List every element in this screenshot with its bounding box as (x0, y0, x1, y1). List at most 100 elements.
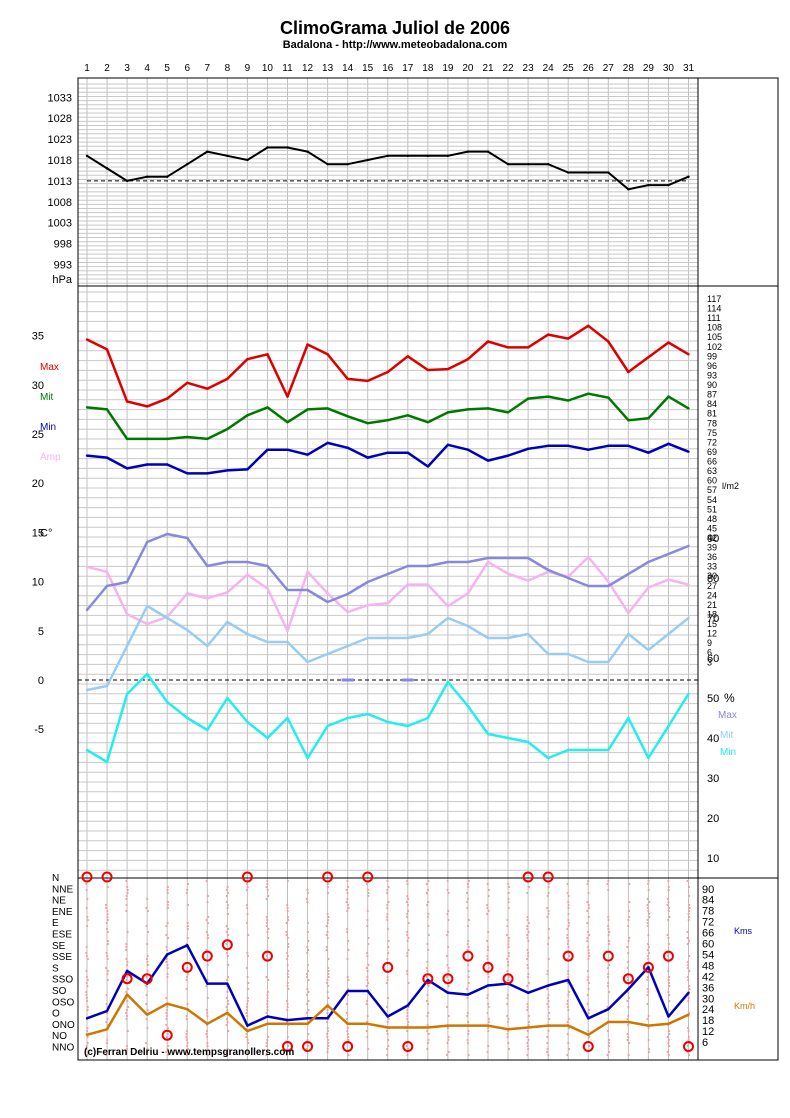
direction-dot (667, 909, 670, 913)
wind-point-wind_kmh (526, 1026, 530, 1029)
direction-dot (186, 921, 189, 925)
direction-dot (626, 966, 629, 970)
direction-dot (567, 954, 571, 958)
direction-label: NO (52, 1031, 67, 1042)
direction-dot (226, 954, 229, 958)
direction-dot (486, 903, 489, 907)
direction-dot (486, 1050, 489, 1054)
direction-dot (627, 918, 630, 922)
direction-dot (85, 882, 88, 886)
direction-dot (587, 1008, 591, 1012)
pressure-point (406, 154, 409, 158)
direction-dot (286, 954, 289, 958)
dominant-direction-marker (141, 973, 153, 985)
humidity-point-hum_mit (466, 624, 470, 628)
direction-dot (446, 975, 449, 979)
direction-dot (326, 1008, 329, 1012)
pressure-point (306, 150, 309, 153)
direction-dot (687, 1038, 690, 1042)
humidity-point-hum_max (246, 560, 249, 564)
direction-dot (105, 951, 108, 955)
direction-dot (547, 927, 550, 931)
direction-dot (507, 951, 511, 955)
direction-dot (446, 930, 450, 934)
wind-point-wind_kms (627, 987, 630, 991)
direction-dot (346, 1026, 349, 1030)
dominant-direction-marker (582, 1041, 594, 1052)
rain-tick: 9 (707, 638, 712, 648)
direction-dot (607, 927, 610, 931)
direction-dot (305, 1002, 309, 1006)
direction-dot (226, 1008, 229, 1012)
direction-dot (607, 918, 610, 922)
temp-point-mit (286, 420, 289, 424)
direction-dot (566, 891, 569, 895)
direction-dot (245, 966, 249, 970)
direction-dot (126, 930, 129, 934)
direction-dot (627, 978, 630, 982)
direction-dot (587, 879, 590, 883)
direction-dot (247, 981, 250, 985)
temp-point-min (627, 444, 630, 448)
direction-dot (326, 1035, 329, 1039)
direction-dot (307, 990, 310, 994)
direction-dot (267, 936, 270, 940)
temp-point-min (145, 463, 149, 466)
temp-point-max (246, 358, 249, 361)
day-label: 29 (643, 63, 655, 74)
direction-dot (446, 963, 449, 967)
humidity-point-hum_max (466, 560, 470, 564)
direction-dot (647, 912, 651, 916)
direction-dot (146, 1026, 149, 1030)
direction-dot (526, 1053, 529, 1057)
direction-dot (485, 912, 489, 916)
direction-dot (286, 984, 289, 988)
humidity-point-hum_max (85, 608, 89, 612)
direction-dot (688, 939, 691, 943)
direction-dot (185, 1053, 188, 1057)
direction-dot (186, 972, 189, 976)
direction-dot (166, 1026, 169, 1030)
direction-dot (345, 900, 348, 904)
wind-point-wind_kmh (85, 1033, 89, 1036)
humidity-point-hum_max (206, 564, 209, 568)
direction-dot (587, 891, 590, 895)
direction-dot (185, 987, 188, 991)
humidity-point-hum_max (587, 584, 590, 588)
direction-dot (405, 969, 409, 973)
wind-point-wind_kmh (607, 1020, 610, 1024)
direction-dot (687, 885, 691, 889)
temp-point-mit (647, 417, 650, 420)
direction-dot (326, 1050, 329, 1054)
rain-tick: 54 (707, 495, 717, 505)
temp-point-max (286, 395, 289, 398)
direction-dot (546, 1041, 549, 1045)
direction-dot (185, 978, 188, 982)
humidity-point-hum_min (286, 716, 289, 720)
direction-dot (507, 975, 510, 979)
direction-dot (486, 1002, 490, 1006)
humidity-point-hum_min (627, 716, 630, 720)
direction-dot (146, 1047, 149, 1051)
direction-dot (166, 921, 169, 925)
direction-dot (125, 978, 128, 982)
direction-dot (567, 993, 570, 997)
direction-dot (586, 1002, 589, 1006)
direction-dot (425, 891, 428, 895)
direction-dot (467, 1029, 470, 1033)
temp-point-max (306, 343, 309, 346)
direction-dot (326, 1026, 329, 1030)
direction-dot (326, 918, 330, 922)
temp-point-mit (226, 427, 229, 431)
direction-dot (206, 900, 209, 904)
direction-dot (627, 1035, 630, 1039)
direction-dot (306, 987, 309, 991)
direction-dot (667, 885, 670, 889)
direction-dot (426, 1029, 429, 1033)
direction-dot (287, 942, 290, 946)
wind-legend-kms: Kms (734, 926, 753, 936)
temp-point-amp (607, 580, 610, 583)
direction-dot (145, 942, 149, 946)
direction-dot (607, 984, 610, 988)
direction-dot (225, 996, 228, 1000)
